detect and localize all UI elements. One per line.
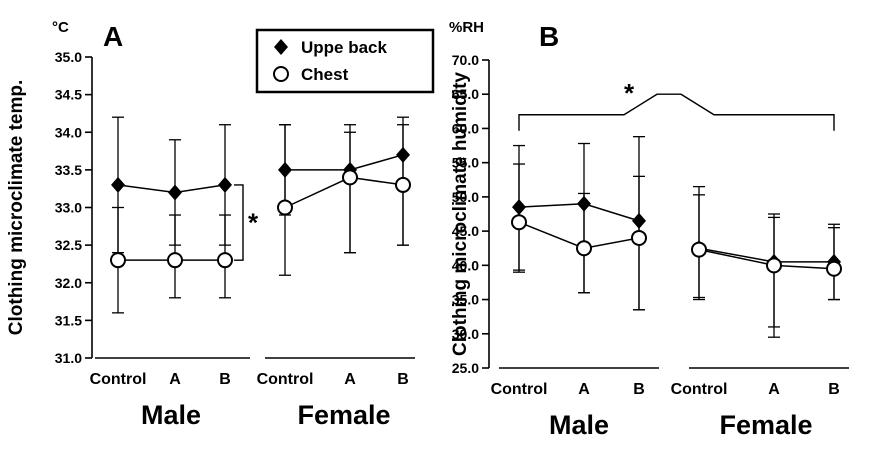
legend-label: Chest bbox=[301, 65, 349, 84]
filled-diamond-marker bbox=[111, 176, 125, 193]
significance: * bbox=[518, 78, 835, 131]
group-label: Male bbox=[549, 410, 609, 440]
panel-letter: B bbox=[539, 21, 559, 52]
chart-panel-B: 70.0 65.0 60.0 55.0 50.0 45.0 40.0 35.0 30.0 25.0… bbox=[449, 19, 849, 440]
filled-diamond-marker bbox=[396, 146, 410, 163]
x-tick-label: A bbox=[169, 371, 181, 388]
open-circle-marker bbox=[342, 169, 358, 186]
markers-uppe-back bbox=[512, 195, 841, 270]
x-tick-label: B bbox=[828, 381, 840, 398]
open-circle-marker bbox=[576, 240, 592, 257]
y-tick-label: 35.0 bbox=[452, 292, 479, 308]
x-tick-label: Control bbox=[491, 381, 548, 398]
x-tick-labels: Control A B Control A B bbox=[90, 371, 409, 388]
y-tick-label: 33.0 bbox=[55, 200, 82, 216]
chart-panel-A: 35.0 34.5 34.0 33.5 33.0 32.5 32.0 31.5 31.0 Cont… bbox=[6, 19, 435, 430]
open-circle-marker bbox=[277, 199, 293, 216]
filled-diamond-marker bbox=[218, 176, 232, 193]
y-ticks: 70.0 65.0 60.0 55.0 50.0 45.0 40.0 35.0 30.0 25.0 bbox=[452, 52, 489, 376]
y-axis-title: Clothing microclimate humidity bbox=[450, 72, 471, 356]
x-tick-label: Control bbox=[671, 381, 728, 398]
x-tick-label: A bbox=[768, 381, 780, 398]
legend-label: Uppe back bbox=[301, 38, 388, 57]
y-tick-label: 50.0 bbox=[452, 189, 479, 205]
open-circle-marker bbox=[273, 66, 289, 82]
x-tick-label: B bbox=[219, 371, 231, 388]
y-tick-label: 40.0 bbox=[452, 257, 479, 273]
open-circle-marker bbox=[167, 252, 183, 269]
markers-uppe-back bbox=[111, 146, 410, 201]
y-tick-label: 30.0 bbox=[452, 326, 479, 342]
y-tick-label: 32.5 bbox=[55, 237, 82, 253]
y-axis-title: Clothing microclimate temp. bbox=[6, 80, 27, 335]
markers-chest bbox=[511, 214, 842, 277]
open-circle-marker bbox=[631, 229, 647, 246]
series-chest bbox=[112, 124, 409, 314]
series-line bbox=[285, 154, 404, 171]
filled-diamond-marker bbox=[274, 39, 288, 55]
legend: Uppe back Chest bbox=[255, 28, 435, 94]
open-circle-marker bbox=[217, 252, 233, 269]
x-tick-label: B bbox=[397, 371, 409, 388]
y-tick-label: 34.5 bbox=[55, 87, 82, 103]
y-tick-label: 60.0 bbox=[452, 120, 479, 136]
y-tick-label: 45.0 bbox=[452, 223, 479, 239]
significance-star: * bbox=[248, 208, 259, 238]
group-label: Female bbox=[719, 410, 812, 440]
x-tick-label: A bbox=[344, 371, 356, 388]
series-line bbox=[518, 202, 640, 222]
y-tick-label: 65.0 bbox=[452, 86, 479, 102]
y-tick-label: 33.5 bbox=[55, 162, 82, 178]
panel-letter: A bbox=[103, 21, 123, 52]
series-uppe-back bbox=[513, 136, 840, 338]
filled-diamond-marker bbox=[278, 161, 292, 178]
y-tick-label: 25.0 bbox=[452, 360, 479, 376]
significance: * bbox=[234, 184, 259, 261]
open-circle-marker bbox=[395, 176, 411, 193]
open-circle-marker bbox=[511, 214, 527, 231]
filled-diamond-marker bbox=[577, 195, 591, 212]
filled-diamond-marker bbox=[512, 199, 526, 216]
y-tick-label: 32.0 bbox=[55, 275, 82, 291]
series-line bbox=[698, 247, 834, 263]
open-circle-marker bbox=[826, 260, 842, 277]
significance-star: * bbox=[624, 78, 635, 108]
filled-diamond-marker bbox=[168, 184, 182, 201]
x-tick-label: B bbox=[633, 381, 645, 398]
y-tick-label: 31.5 bbox=[55, 312, 82, 328]
legend-box bbox=[255, 28, 435, 94]
group-label: Male bbox=[141, 400, 201, 430]
y-tick-label: 34.0 bbox=[55, 124, 82, 140]
filled-diamond-marker bbox=[632, 212, 646, 229]
x-tick-label: Control bbox=[90, 371, 147, 388]
series-chest bbox=[513, 163, 840, 328]
y-tick-label: 70.0 bbox=[452, 52, 479, 68]
y-tick-label: 31.0 bbox=[55, 350, 82, 366]
group-label: Female bbox=[297, 400, 390, 430]
unit-label: °C bbox=[52, 19, 69, 36]
unit-label: %RH bbox=[449, 19, 484, 36]
x-tick-label: A bbox=[578, 381, 590, 398]
y-ticks: 35.0 34.5 34.0 33.5 33.0 32.5 32.0 31.5 31.0 bbox=[55, 49, 92, 366]
y-tick-label: 55.0 bbox=[452, 155, 479, 171]
axes bbox=[488, 60, 849, 369]
series-uppe-back bbox=[112, 116, 409, 254]
y-tick-label: 35.0 bbox=[55, 49, 82, 65]
x-tick-label: Control bbox=[257, 371, 314, 388]
open-circle-marker bbox=[691, 241, 707, 258]
markers-chest bbox=[110, 169, 411, 269]
open-circle-marker bbox=[110, 252, 126, 269]
open-circle-marker bbox=[766, 257, 782, 274]
x-tick-labels: Control A B Control A B bbox=[491, 381, 840, 398]
